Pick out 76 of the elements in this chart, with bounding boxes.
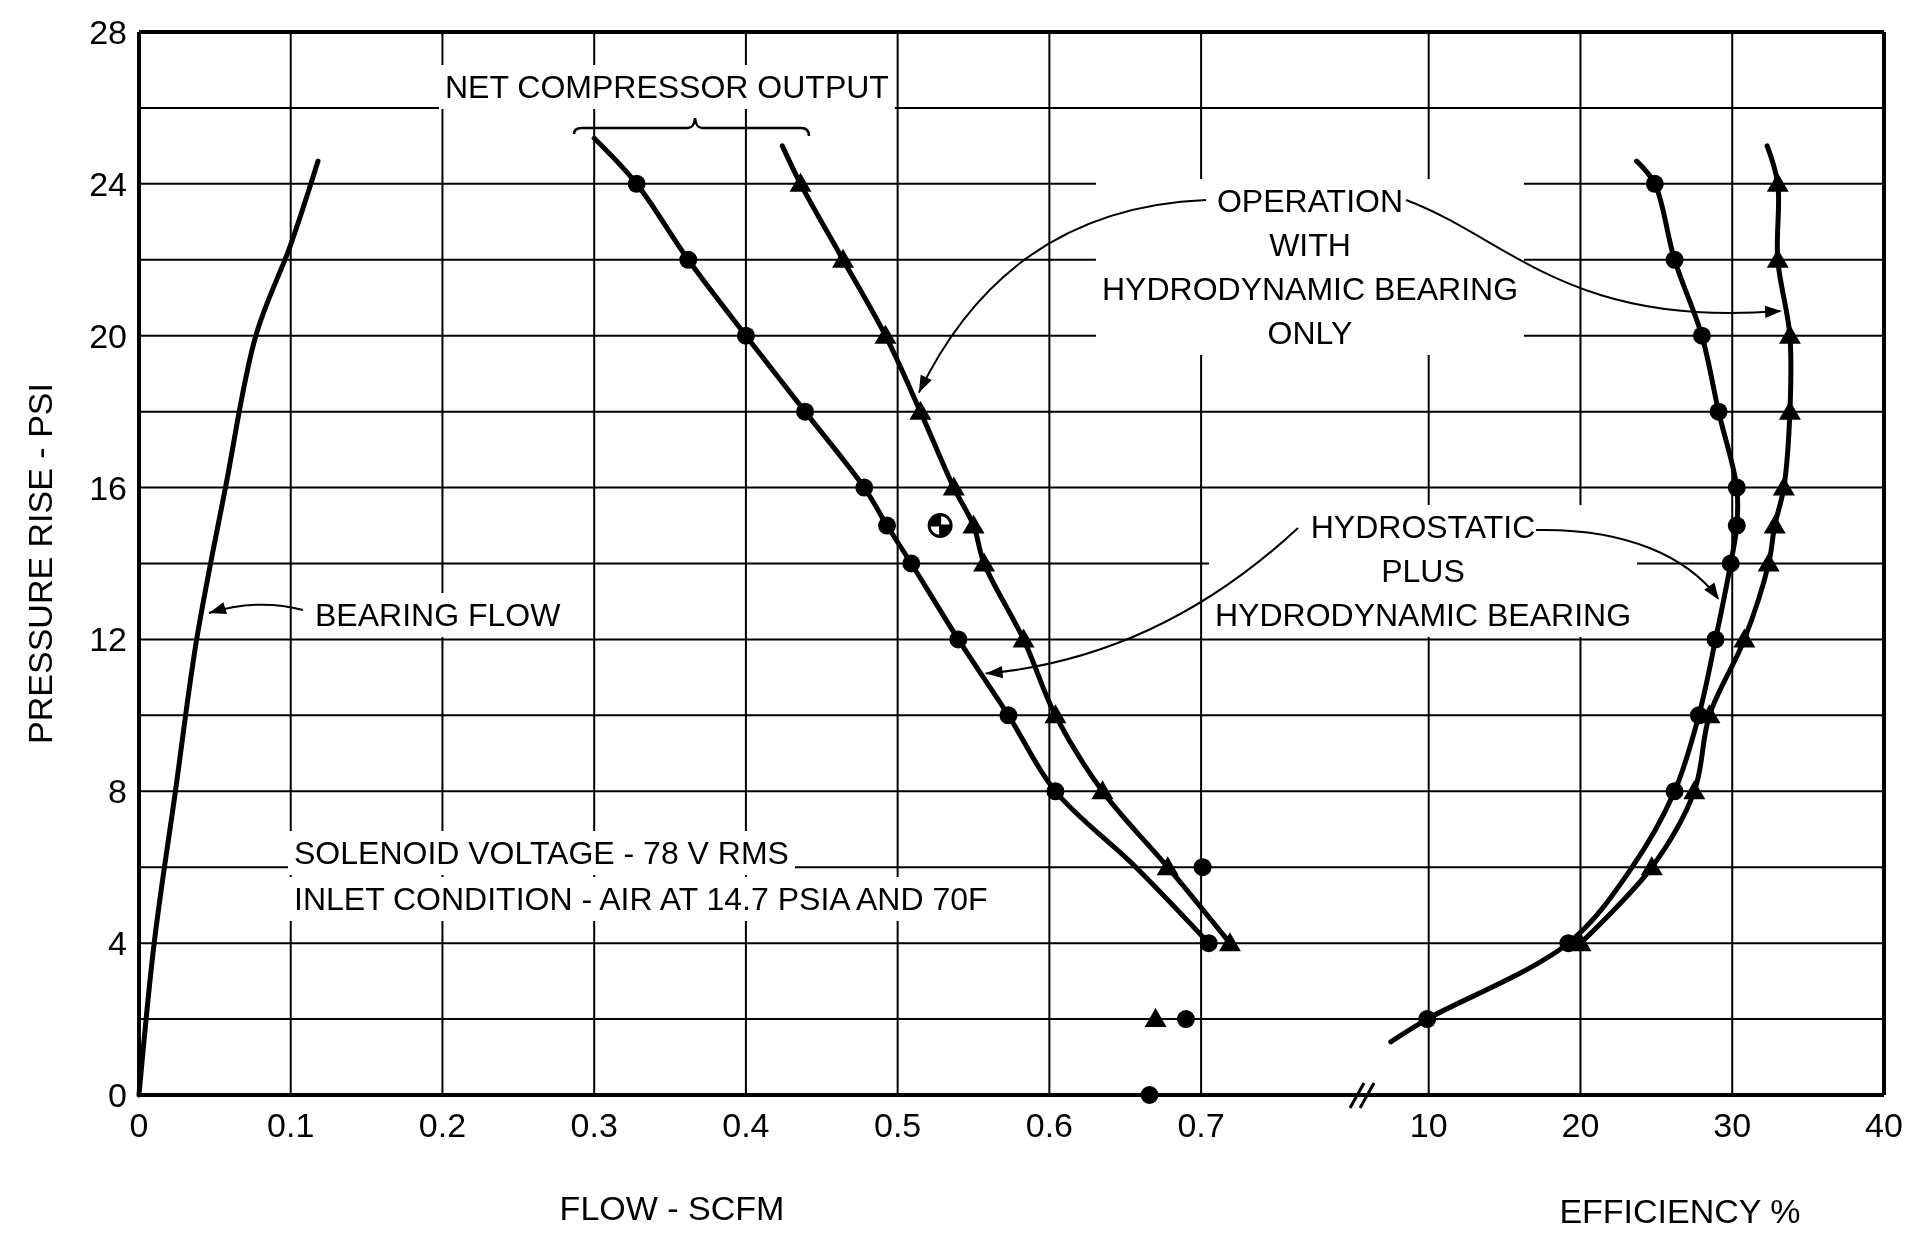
point [1046, 782, 1065, 801]
point [855, 478, 874, 497]
x-tick-label: 0.4 [722, 1106, 770, 1144]
point [627, 174, 646, 193]
y-tick-label: 28 [89, 13, 127, 51]
point [1727, 478, 1746, 497]
point [1199, 934, 1218, 953]
x-axis-title: EFFICIENCY % [1559, 1192, 1801, 1230]
annotation: NET COMPRESSOR OUTPUT [445, 69, 889, 105]
x-tick-label: 30 [1713, 1106, 1752, 1144]
x-tick-label: 40 [1865, 1106, 1903, 1144]
y-tick-label: 4 [108, 924, 127, 963]
point [1692, 326, 1711, 345]
point [902, 554, 921, 573]
point [736, 326, 755, 345]
point [1640, 856, 1663, 876]
y-axis-title: PRESSURE RISE - PSI [21, 383, 59, 744]
point [1176, 1010, 1195, 1029]
point [1706, 630, 1725, 649]
x-axis-title: FLOW - SCFM [559, 1189, 785, 1227]
point [874, 324, 897, 344]
point [1418, 1010, 1437, 1029]
point [949, 630, 968, 649]
point [1757, 552, 1780, 572]
point [1766, 172, 1789, 192]
point [832, 248, 855, 268]
point [1766, 248, 1789, 268]
point [1193, 858, 1212, 877]
annotation: BEARING FLOW [315, 597, 562, 633]
y-tick-label: 16 [89, 468, 127, 507]
point [1144, 1008, 1167, 1028]
point [1721, 554, 1740, 573]
point [796, 402, 815, 421]
x-tick-label: 0.7 [1177, 1106, 1225, 1144]
point [1645, 174, 1664, 193]
point [1733, 628, 1756, 648]
annotation: HYDROSTATIC PLUS HYDRODYNAMIC BEARING [1214, 509, 1632, 633]
x-tick-label: 0.3 [570, 1106, 618, 1144]
point [973, 552, 996, 572]
point [999, 706, 1018, 725]
point [1156, 856, 1179, 876]
point [942, 476, 965, 496]
y-tick-label: 12 [89, 620, 127, 659]
y-tick-label: 0 [108, 1076, 127, 1114]
point [1569, 932, 1592, 952]
point [1044, 704, 1067, 724]
point [1698, 704, 1721, 724]
x-tick-label: 10 [1409, 1106, 1448, 1144]
x-tick-label: 0.5 [874, 1106, 922, 1144]
x-tick-label: 0.2 [418, 1106, 467, 1144]
x-tick-label: 20 [1561, 1106, 1600, 1144]
y-tick-label: 20 [89, 316, 127, 355]
point [1772, 476, 1795, 496]
point [1778, 324, 1801, 344]
x-tick-label: 0.1 [267, 1106, 315, 1144]
y-tick-label: 24 [89, 164, 127, 203]
x-tick-label: 0.6 [1025, 1106, 1073, 1144]
point [1665, 782, 1684, 801]
y-tick-label: 8 [108, 772, 127, 811]
point [1091, 780, 1114, 800]
annotation: INLET CONDITION - AIR AT 14.7 PSIA AND 70F [294, 881, 988, 917]
point [789, 172, 812, 192]
point [679, 250, 698, 269]
point [1763, 514, 1786, 534]
point [909, 400, 932, 420]
point [1218, 932, 1241, 952]
point [962, 514, 985, 534]
point [1727, 516, 1746, 535]
annotation: SOLENOID VOLTAGE - 78 V RMS [294, 835, 789, 871]
point [1140, 1086, 1159, 1104]
point [1012, 628, 1035, 648]
point [1683, 780, 1706, 800]
point [878, 516, 897, 535]
point [1709, 402, 1728, 421]
annotation: OPERATION WITH HYDRODYNAMIC BEARING ONLY [1101, 183, 1519, 351]
point [1665, 250, 1684, 269]
